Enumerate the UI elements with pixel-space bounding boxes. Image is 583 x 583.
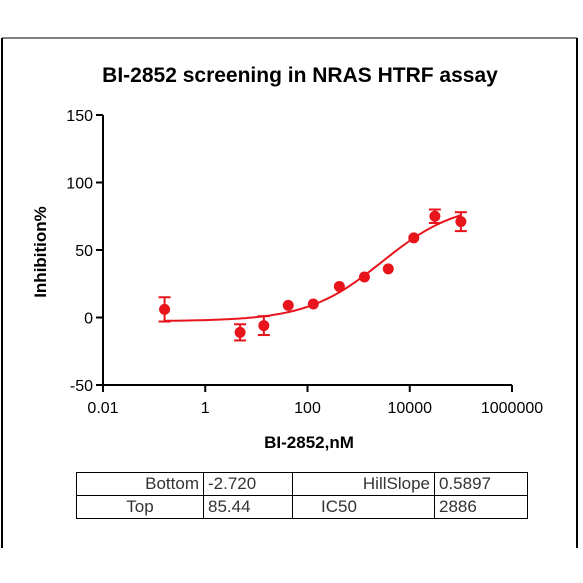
hillslope-label: HillSlope [292,472,435,496]
y-tick-label: -50 [70,378,93,395]
ic50-value: 2886 [434,495,528,519]
data-point [159,303,171,315]
data-point [408,232,420,244]
chart-title: BI-2852 screening in NRAS HTRF assay [102,64,498,87]
data-point [333,280,345,292]
x-tick-label: 100 [294,400,321,417]
axes [96,114,513,392]
data-point [282,299,294,311]
y-tick-label: 100 [66,176,93,193]
top-label: Top [76,495,204,519]
data-point [234,326,246,338]
fit-parameters-table: Bottom -2.720 HillSlope 0.5897 Top 85.44… [76,472,528,519]
x-tick-label: 1 [201,400,210,417]
y-tick-label: 50 [75,243,93,260]
data-point [358,271,370,283]
data-point [307,298,319,310]
bottom-label: Bottom [76,472,204,496]
table-row: Bottom -2.720 HillSlope 0.5897 [76,472,528,496]
table-row: Top 85.44 IC50 2886 [76,495,528,519]
data-point [429,210,441,222]
tick-labels: -50 0 50 100 150 0.01 1 100 10000 1000000 [66,108,543,417]
data-point [455,216,467,228]
data-point [382,263,394,275]
y-tick-label: 150 [66,108,93,125]
x-tick-label: 10000 [388,400,433,417]
hillslope-value: 0.5897 [434,472,528,496]
data-point [258,320,270,332]
bottom-value: -2.720 [203,472,293,496]
x-tick-label: 1000000 [481,400,543,417]
x-axis-label: BI-2852,nM [264,433,354,452]
data-points [159,210,467,338]
top-value: 85.44 [203,495,293,519]
ic50-label: IC50 [292,495,435,519]
y-tick-label: 0 [84,311,93,328]
x-tick-label: 0.01 [87,400,118,417]
y-axis-label: Inhibition% [31,206,50,298]
